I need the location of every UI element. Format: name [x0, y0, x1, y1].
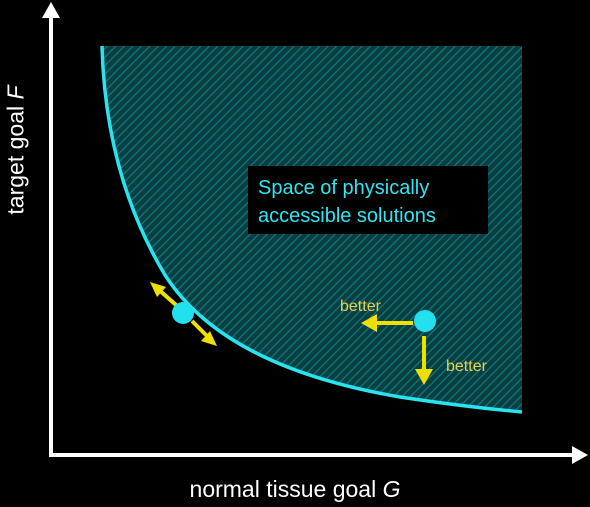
pareto-front-curve [100, 45, 523, 414]
y-axis-symbol: F [2, 85, 29, 100]
x-axis-label-text: normal tissue goal [189, 476, 377, 502]
region-label: Space of physically accessible solutions [248, 166, 488, 234]
inner-point [414, 310, 436, 332]
y-axis-label-text: target goal [2, 105, 29, 215]
tradeoff-arrows [150, 282, 217, 346]
x-axis-label: normal tissue goal G [0, 476, 590, 503]
x-axis-symbol: G [382, 476, 401, 502]
y-axis-arrowhead [42, 2, 60, 18]
better-down-label: better [446, 358, 487, 375]
y-axis-label: target goal F [3, 85, 30, 214]
region-label-line1: Space of physically [258, 177, 430, 199]
better-left-label: better [340, 298, 381, 315]
x-axis-arrowhead [572, 446, 588, 464]
better-arrows [361, 314, 433, 385]
region-label-line2: accessible solutions [258, 205, 436, 227]
pareto-optimal-point [172, 302, 194, 324]
